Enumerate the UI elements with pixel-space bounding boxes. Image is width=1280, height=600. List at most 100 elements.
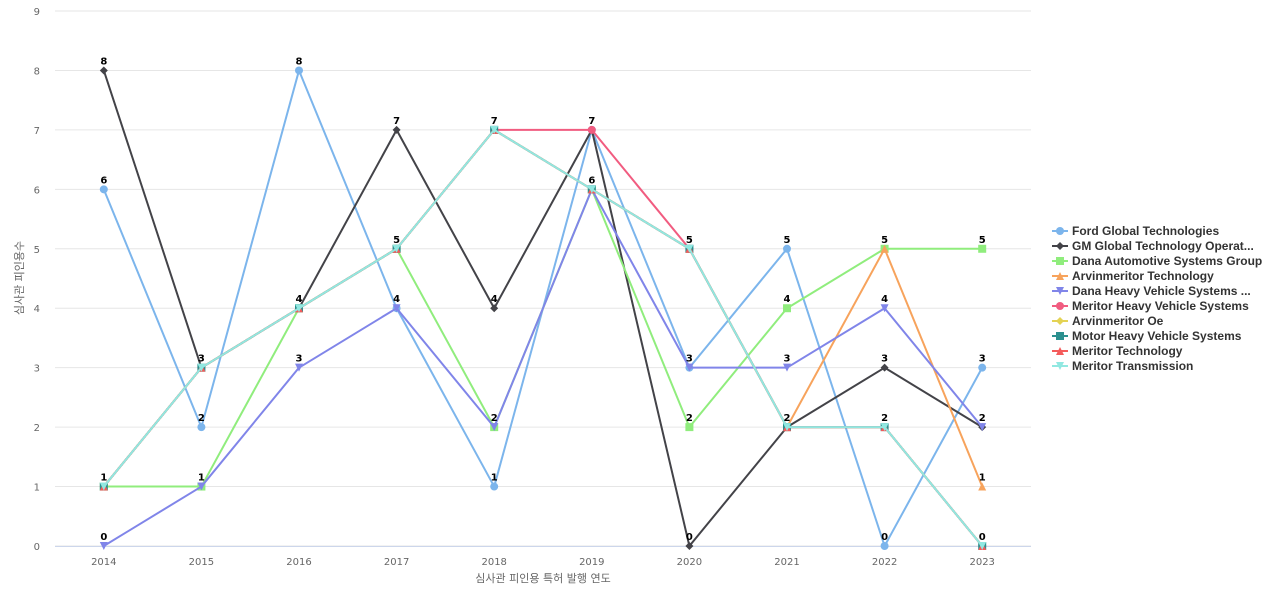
data-label: 7 — [491, 116, 498, 127]
legend-item[interactable]: Dana Heavy Vehicle Systems ... — [1052, 284, 1251, 298]
y-tick-label: 8 — [34, 66, 40, 77]
data-point — [880, 304, 889, 313]
data-label: 3 — [296, 354, 303, 365]
data-label: 1 — [198, 473, 205, 484]
series-lines — [99, 66, 987, 550]
data-label: 8 — [100, 56, 107, 67]
x-tick-label: 2020 — [677, 557, 702, 568]
data-point — [783, 423, 791, 432]
data-label: 2 — [198, 413, 205, 424]
legend-label: Dana Automotive Systems Group — [1072, 254, 1262, 268]
legend-marker-icon — [1056, 227, 1064, 235]
data-point — [99, 542, 108, 550]
data-point — [587, 125, 596, 134]
series-line — [102, 128, 984, 547]
data-label: 5 — [686, 235, 693, 246]
data-point — [587, 185, 596, 194]
legend-label: GM Global Technology Operat... — [1072, 239, 1254, 253]
data-point — [392, 304, 401, 313]
data-point — [978, 363, 987, 372]
data-point — [490, 423, 499, 432]
data-point — [99, 185, 108, 194]
data-label: 3 — [198, 354, 205, 365]
legend-marker-icon — [1056, 332, 1064, 340]
data-label: 6 — [588, 175, 595, 186]
data-point — [295, 363, 303, 372]
data-point — [978, 482, 987, 491]
data-label: 3 — [979, 354, 986, 365]
legend-item[interactable]: Arvinmeritor Technology — [1052, 269, 1214, 283]
x-tick-label: 2021 — [774, 557, 799, 568]
y-tick-label: 4 — [34, 304, 40, 315]
legend-label: Meritor Heavy Vehicle Systems — [1072, 299, 1249, 313]
legend-item[interactable]: Meritor Technology — [1052, 344, 1183, 358]
data-label: 8 — [296, 56, 303, 67]
data-point — [197, 423, 206, 432]
legend-label: Ford Global Technologies — [1072, 224, 1219, 238]
data-label: 7 — [588, 116, 595, 127]
y-tick-label: 9 — [34, 7, 40, 18]
x-tick-label: 2019 — [579, 557, 604, 568]
y-tick-label: 5 — [34, 245, 40, 256]
y-axis-title: 심사관 피인용수 — [13, 241, 26, 315]
legend-item[interactable]: Dana Automotive Systems Group — [1052, 254, 1262, 268]
x-tick-label: 2023 — [969, 557, 994, 568]
data-point — [490, 482, 499, 491]
y-tick-label: 2 — [34, 423, 40, 434]
x-tick-label: 2022 — [872, 557, 897, 568]
data-label: 5 — [881, 235, 888, 246]
data-label: 1 — [491, 473, 498, 484]
data-labels: 8 6 1 0 3 2 1 8 4 3 7 5 4 7 4 2 1 7 6 5 3 2 0 5 4 3 2 5 4 3 2 0 5 3 2 1 0 — [100, 56, 985, 543]
x-tick-label: 2018 — [481, 557, 506, 568]
data-point — [783, 304, 791, 313]
data-point — [392, 125, 401, 134]
legend-label: Meritor Technology — [1072, 344, 1183, 358]
legend-marker-icon — [1056, 287, 1064, 295]
data-point — [880, 363, 889, 372]
legend-item[interactable]: Motor Heavy Vehicle Systems — [1052, 329, 1242, 343]
data-point — [99, 482, 108, 491]
series-line — [102, 128, 984, 547]
data-point — [978, 542, 987, 550]
data-label: 4 — [393, 294, 400, 305]
data-label: 2 — [979, 413, 986, 424]
legend-item[interactable]: GM Global Technology Operat... — [1052, 239, 1254, 253]
data-point — [880, 244, 889, 253]
data-label: 1 — [100, 473, 107, 484]
legend-item[interactable]: Meritor Heavy Vehicle Systems — [1052, 299, 1249, 313]
y-tick-label: 1 — [34, 483, 40, 494]
data-point — [978, 244, 987, 253]
data-point — [783, 363, 791, 372]
x-tick-label: 2014 — [91, 557, 116, 568]
gridlines — [55, 10, 1031, 547]
x-tick-label: 2016 — [286, 557, 311, 568]
data-point — [685, 363, 694, 372]
data-label: 0 — [686, 532, 693, 543]
legend-item[interactable]: Meritor Transmission — [1052, 359, 1193, 373]
data-label: 7 — [393, 116, 400, 127]
y-tick-label: 7 — [34, 126, 40, 137]
data-point — [880, 542, 889, 550]
series-line — [102, 188, 984, 547]
data-label: 3 — [784, 354, 791, 365]
legend-marker-icon — [1056, 242, 1064, 250]
data-label: 2 — [784, 413, 791, 424]
data-point — [685, 244, 694, 253]
legend-marker-icon — [1056, 362, 1064, 370]
legend-item[interactable]: Arvinmeritor Oe — [1052, 314, 1164, 328]
data-label: 0 — [100, 532, 107, 543]
legend-item[interactable]: Ford Global Technologies — [1052, 224, 1219, 238]
data-point — [978, 423, 987, 432]
legend-label: Arvinmeritor Technology — [1072, 269, 1214, 283]
data-point — [392, 244, 401, 253]
legend-label: Meritor Transmission — [1072, 359, 1193, 373]
data-label: 4 — [784, 294, 791, 305]
legend-label: Arvinmeritor Oe — [1072, 314, 1164, 328]
legend-label: Dana Heavy Vehicle Systems ... — [1072, 284, 1251, 298]
y-tick-label: 6 — [34, 185, 40, 196]
legend-marker-icon — [1056, 347, 1064, 355]
data-point — [197, 482, 206, 491]
